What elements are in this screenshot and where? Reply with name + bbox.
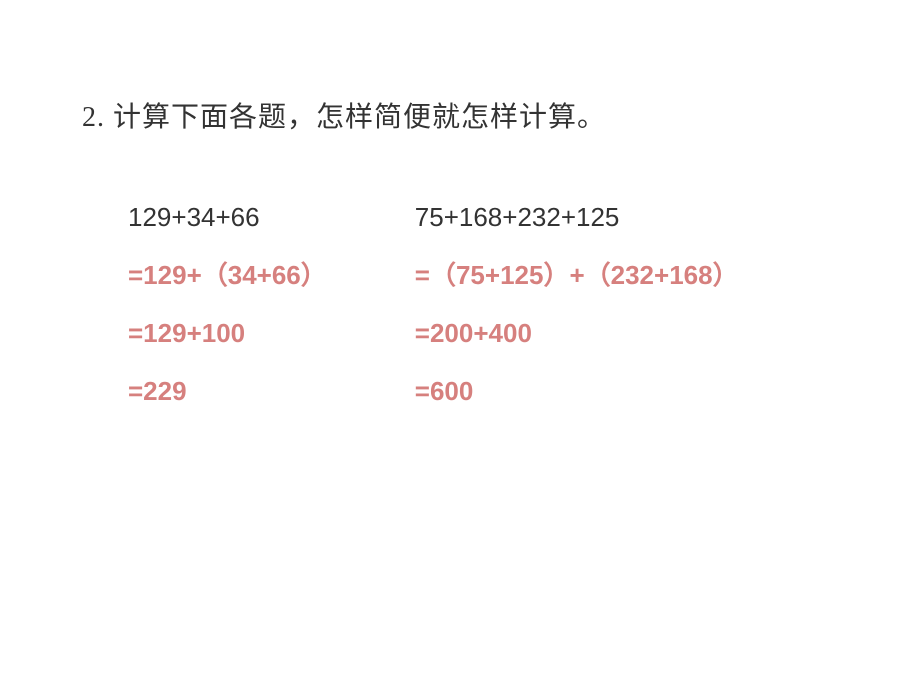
solution-step: =200+400 <box>415 304 739 362</box>
solution-step: =129+100 <box>128 304 327 362</box>
problems-container: 129+34+66 =129+（34+66） =129+100 =229 75+… <box>128 188 739 420</box>
solution-step: =（75+125）+（232+168） <box>415 246 739 304</box>
instruction-text: 计算下面各题，怎样简便就怎样计算。 <box>113 102 606 133</box>
problem-column-2: 75+168+232+125 =（75+125）+（232+168） =200+… <box>415 188 739 420</box>
problem-expression: 75+168+232+125 <box>415 188 739 246</box>
instruction-line: 2. 计算下面各题，怎样简便就怎样计算。 <box>82 95 606 135</box>
problem-number: 2. <box>82 102 105 133</box>
solution-step: =229 <box>128 362 327 420</box>
solution-step: =600 <box>415 362 739 420</box>
slide-page: 2. 计算下面各题，怎样简便就怎样计算。 129+34+66 =129+（34+… <box>0 0 920 690</box>
problem-expression: 129+34+66 <box>128 188 327 246</box>
solution-step: =129+（34+66） <box>128 246 327 304</box>
problem-column-1: 129+34+66 =129+（34+66） =129+100 =229 <box>128 188 327 420</box>
